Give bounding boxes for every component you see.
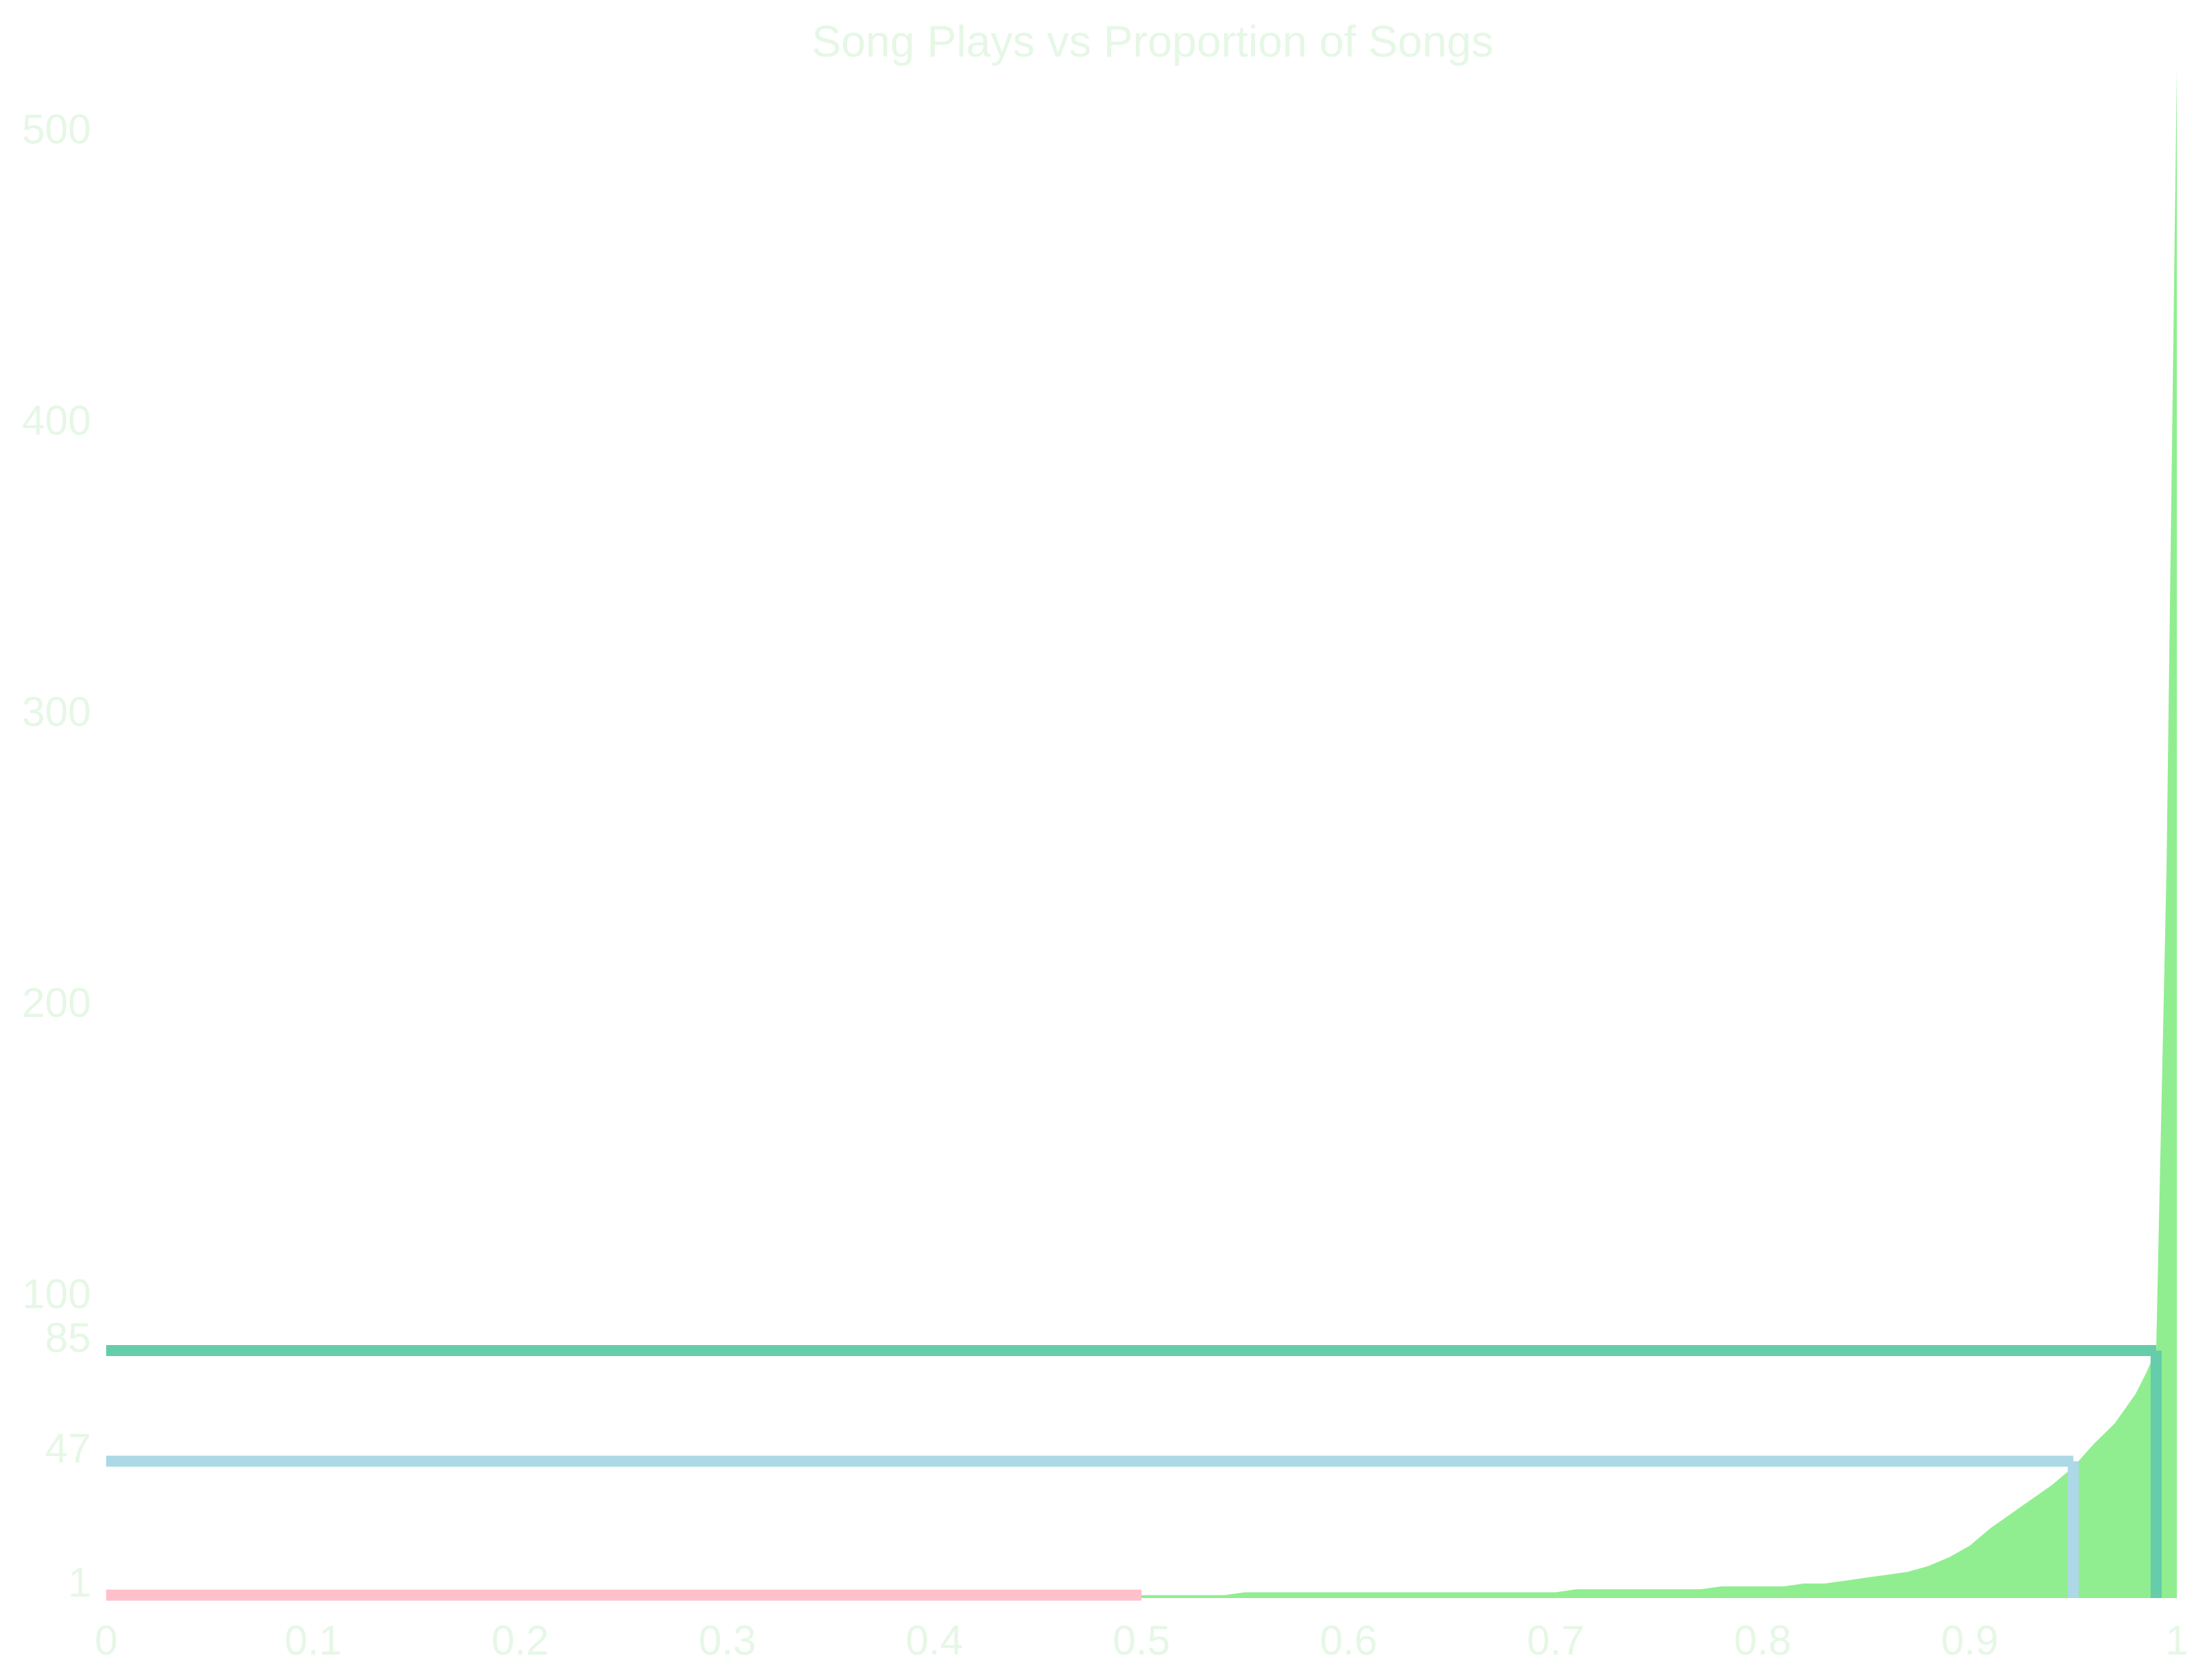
chart-title: Song Plays vs Proportion of Songs bbox=[812, 17, 1494, 66]
x-tick-label: 0.9 bbox=[1941, 1617, 1998, 1664]
x-tick-label: 0.8 bbox=[1734, 1617, 1791, 1664]
y-tick-label: 200 bbox=[22, 980, 91, 1026]
area-series-0 bbox=[106, 69, 2177, 1599]
x-tick-label: 1 bbox=[2165, 1617, 2188, 1664]
x-tick-label: 0.5 bbox=[1113, 1617, 1170, 1664]
x-tick-label: 0 bbox=[94, 1617, 117, 1664]
series-layer bbox=[106, 69, 2177, 1599]
x-axis-ticks: 0 0.1 0.2 0.3 0.4 0.5 0.6 0.7 0.8 0.9 1 bbox=[94, 1617, 2188, 1664]
x-tick-label: 0.7 bbox=[1527, 1617, 1584, 1664]
x-tick-label: 0.2 bbox=[491, 1617, 549, 1664]
reference-lines bbox=[106, 1344, 2162, 1601]
y-tick-label: 300 bbox=[22, 689, 91, 735]
y-tick-label: 47 bbox=[45, 1426, 91, 1472]
y-tick-label: 100 bbox=[22, 1271, 91, 1317]
x-tick-label: 0.4 bbox=[906, 1617, 963, 1664]
x-tick-label: 0.1 bbox=[285, 1617, 342, 1664]
x-tick-label: 0.3 bbox=[698, 1617, 755, 1664]
y-tick-label: 500 bbox=[22, 106, 91, 152]
x-tick-label: 0.6 bbox=[1320, 1617, 1377, 1664]
y-tick-label: 85 bbox=[45, 1315, 91, 1361]
y-tick-label: 1 bbox=[68, 1559, 91, 1606]
y-tick-label: 400 bbox=[22, 397, 91, 443]
